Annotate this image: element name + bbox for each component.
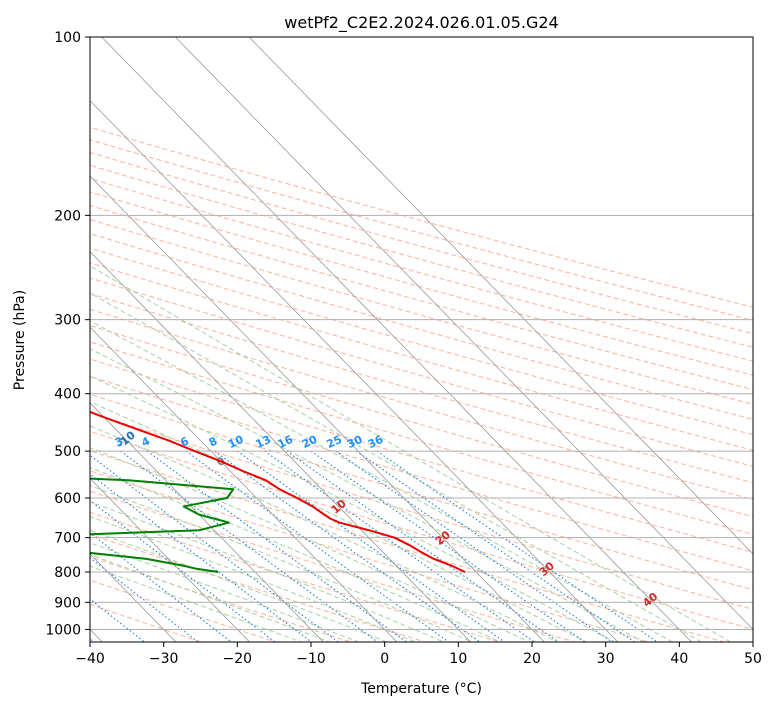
y-tick-label: 500 xyxy=(54,444,81,460)
dry-adiabat xyxy=(90,164,753,348)
y-tick-label: 1000 xyxy=(45,622,81,638)
y-axis-label: Pressure (hPa) xyxy=(12,290,28,390)
dry-adiabat xyxy=(90,139,753,321)
mixing-ratio-label: 25 xyxy=(325,433,344,451)
sounding-series xyxy=(90,410,466,574)
temperature-profile xyxy=(90,410,466,573)
mixing-ratio-label: 20 xyxy=(300,433,320,451)
axes: −40 −30 −20 −10 0 10 20 30 40 50 100 200 300 400 500 60… xyxy=(45,30,762,667)
dry-adiabat xyxy=(90,204,753,391)
moist-adiabat xyxy=(90,501,445,642)
dry-adiabat xyxy=(90,324,753,518)
dewpoint-profile xyxy=(90,477,235,574)
isotherm-line xyxy=(90,402,324,642)
dry-adiabat xyxy=(90,393,753,591)
x-tick-label: 20 xyxy=(523,651,541,667)
moist-adiabat xyxy=(90,292,703,642)
x-tick-label: 0 xyxy=(380,651,389,667)
moist-adiabat xyxy=(90,484,474,642)
x-tick-label: −10 xyxy=(296,651,326,667)
isotherm-line xyxy=(90,477,251,642)
x-axis-label: Temperature (°C) xyxy=(360,681,482,697)
mixing-ratio-label: 36 xyxy=(366,433,386,451)
dry-adiabat xyxy=(90,308,753,501)
moist-adiabat xyxy=(90,265,732,642)
mixing-ratio-label: 30 xyxy=(345,433,365,451)
mixing-ratio-label: 4 xyxy=(140,434,153,449)
x-tick-label: −20 xyxy=(223,651,253,667)
x-tick-label: −40 xyxy=(75,651,105,667)
plot-frame xyxy=(89,36,754,643)
x-tick-label: 10 xyxy=(449,651,467,667)
dry-adiabat xyxy=(90,511,502,642)
moist-adiabat xyxy=(90,447,530,642)
moist-adiabat xyxy=(90,554,332,642)
isotherm-labels: -100-90-80-70-60-50-40-30-20-10010203040… xyxy=(18,428,661,609)
mixing-ratio-line xyxy=(214,450,481,642)
mixing-ratio-label: 16 xyxy=(276,433,296,451)
y-tick-label: 200 xyxy=(54,208,81,224)
dry-adiabat xyxy=(90,177,753,362)
pressure-gridlines xyxy=(90,37,753,630)
dry-adiabat xyxy=(90,603,203,642)
moist-adiabat xyxy=(90,565,303,642)
mixing-ratio-label: 13 xyxy=(254,433,273,451)
moist-adiabat xyxy=(90,542,360,642)
mixing-ratio-label: 1 xyxy=(18,434,30,449)
mixing-ratio-line xyxy=(355,450,636,642)
moist-adiabat xyxy=(90,375,616,642)
y-tick-label: 800 xyxy=(54,565,81,581)
isotherm-line xyxy=(174,37,753,631)
moist-adiabat xyxy=(90,467,502,642)
isotherm-line xyxy=(101,37,693,642)
dry-adiabat xyxy=(90,375,753,572)
dry-adiabat xyxy=(90,218,753,405)
mixing-ratio-line xyxy=(90,557,199,642)
x-tick-label: 40 xyxy=(670,651,688,667)
y-tick-label: 400 xyxy=(54,387,81,403)
dry-adiabat xyxy=(90,126,753,308)
dry-adiabat xyxy=(90,450,726,642)
dry-adiabat xyxy=(90,579,278,642)
chart-title: wetPf2_C2E2.2024.026.01.05.G24 xyxy=(284,13,558,33)
mixing-ratio-line xyxy=(264,450,536,642)
x-tick-label: 50 xyxy=(744,651,762,667)
x-tick-label: 30 xyxy=(597,651,615,667)
isotherm-line xyxy=(90,175,545,642)
dry-adiabat xyxy=(90,533,427,642)
moist-adiabat xyxy=(90,401,587,642)
moist-adiabat xyxy=(90,529,389,642)
y-tick-label: 900 xyxy=(54,595,81,611)
dry-adiabat xyxy=(90,358,753,553)
x-tick-label: −30 xyxy=(149,651,179,667)
mixing-ratio-label: 10 xyxy=(226,433,246,451)
dry-adiabat xyxy=(90,470,652,642)
y-tick-label: 100 xyxy=(54,30,81,46)
isotherm-line xyxy=(248,37,753,555)
y-tick-label: 600 xyxy=(54,491,81,507)
dry-adiabat xyxy=(90,247,753,436)
y-tick-label: 700 xyxy=(54,531,81,547)
isotherm-line xyxy=(90,251,472,642)
mixing-ratio-line xyxy=(90,473,313,642)
isotherm-line xyxy=(90,99,619,642)
y-tick-label: 300 xyxy=(54,313,81,329)
isotherm-line xyxy=(90,326,398,642)
